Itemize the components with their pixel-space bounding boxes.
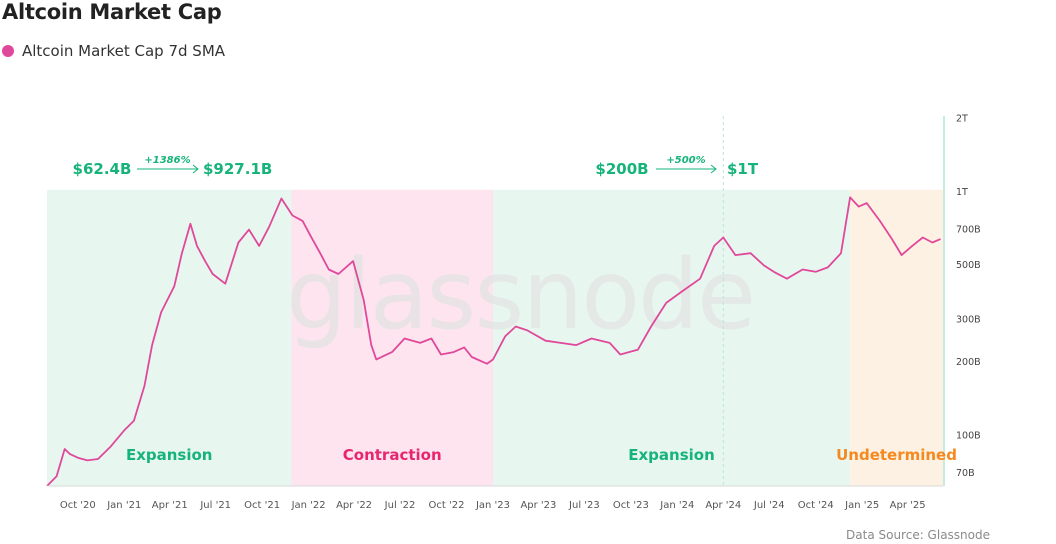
data-source: Data Source: Glassnode: [846, 528, 990, 542]
x-tick-label-16: Oct '24: [798, 500, 834, 511]
x-tick-label-12: Oct '23: [613, 500, 649, 511]
annotations: $62.4B $927.1B +1386% $200B $1T +500%: [73, 155, 759, 178]
phase-label-2: Expansion: [628, 446, 715, 464]
phase-band-0: [47, 189, 292, 487]
x-tick-label-5: Jan '22: [291, 500, 326, 511]
annotation-change-0: +1386%: [144, 155, 190, 166]
x-tick-label-3: Jul '21: [199, 500, 231, 511]
annotation-arrowhead-0: [192, 164, 199, 174]
x-tick-label-13: Jan '24: [659, 500, 694, 511]
x-tick-label-9: Jan '23: [475, 500, 510, 511]
x-tick-label-14: Apr '24: [705, 500, 741, 511]
x-tick-label-18: Apr '25: [890, 500, 926, 511]
annotation-to-0: $927.1B: [203, 160, 272, 178]
series-line: [46, 196, 941, 487]
phase-label-3: Undetermined: [836, 446, 957, 464]
phase-label-1: Contraction: [343, 446, 442, 464]
x-tick-label-2: Apr '21: [152, 500, 188, 511]
annotation-from-0: $62.4B: [73, 160, 132, 178]
y-tick-label-2: 700B: [956, 225, 981, 236]
phase-labels: Expansion Contraction Expansion Undetermine…: [126, 446, 957, 464]
annotation-change-1: +500%: [666, 155, 705, 166]
annotation-to-1: $1T: [727, 160, 759, 178]
x-tick-label-8: Oct '22: [429, 500, 465, 511]
y-tick-label-4: 300B: [956, 314, 981, 325]
x-tick-label-17: Jan '25: [844, 500, 879, 511]
x-tick-label-0: Oct '20: [60, 500, 96, 511]
y-tick-label-5: 200B: [956, 357, 981, 368]
x-tick-label-10: Apr '23: [520, 500, 556, 511]
y-tick-label-1: 1T: [956, 187, 968, 198]
legend-label: Altcoin Market Cap 7d SMA: [22, 42, 226, 60]
series-line-group: [46, 196, 941, 487]
annotation-arrowhead-1: [710, 164, 717, 174]
y-tick-label-7: 70B: [956, 468, 975, 479]
phase-band-3: [850, 189, 943, 487]
phase-band-1: [291, 189, 493, 487]
x-tick-label-15: Jul '24: [753, 500, 785, 511]
x-tick-label-6: Apr '22: [336, 500, 372, 511]
axis-group: Oct '20 Jan '21 Apr '21 Jul '21 Oct '21 Jan '…: [47, 114, 981, 511]
x-tick-label-11: Jul '23: [568, 500, 600, 511]
y-tick-label-0: 2T: [956, 114, 968, 125]
y-tick-label-6: 100B: [956, 430, 981, 441]
annotation-from-1: $200B: [595, 160, 648, 178]
x-tick-label-1: Jan '21: [106, 500, 141, 511]
x-tick-label-7: Jul '22: [384, 500, 416, 511]
chart-title: Altcoin Market Cap: [2, 0, 222, 24]
phase-band-2: [492, 189, 851, 487]
legend[interactable]: Altcoin Market Cap 7d SMA: [2, 42, 225, 60]
y-tick-label-3: 500B: [956, 260, 981, 271]
phase-label-0: Expansion: [126, 446, 213, 464]
x-tick-label-4: Oct '21: [244, 500, 280, 511]
watermark: glassnode: [286, 239, 754, 351]
legend-dot: [2, 45, 14, 57]
